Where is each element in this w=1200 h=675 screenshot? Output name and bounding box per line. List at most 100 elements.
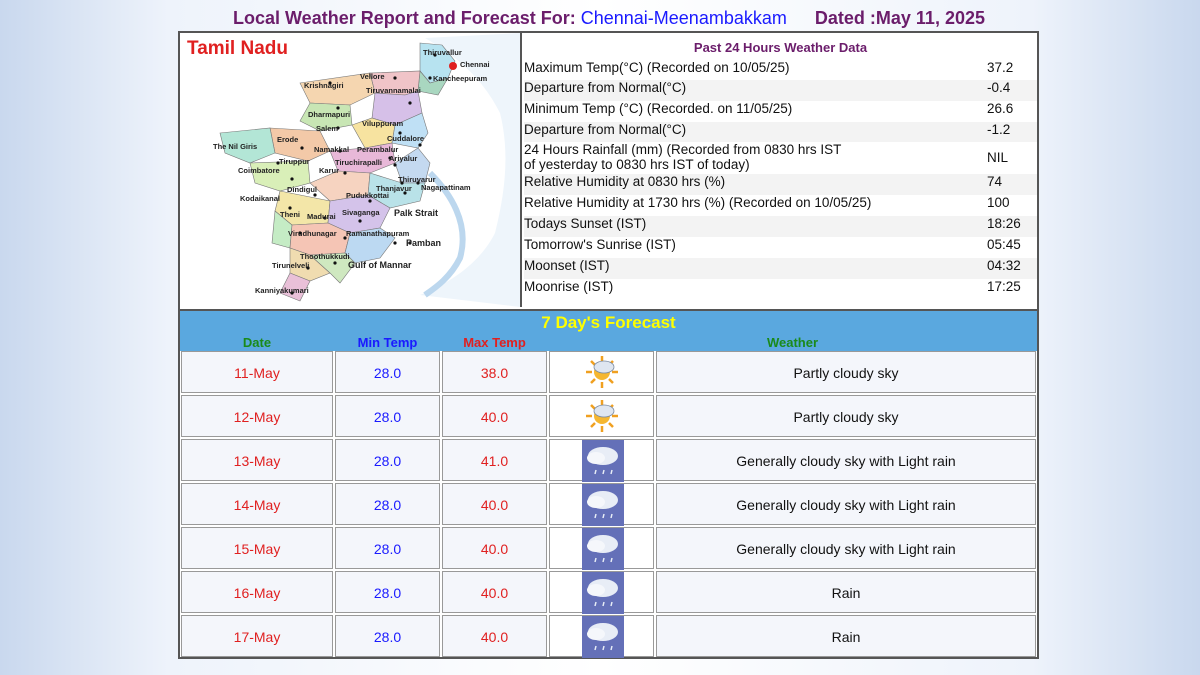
district-label: Kanniyakumari bbox=[255, 286, 309, 295]
district-label: Tiruvannamalai bbox=[366, 86, 421, 95]
forecast-weather: Partly cloudy sky bbox=[656, 395, 1036, 437]
forecast-row: 17-May 28.0 40.0 Rain bbox=[180, 615, 1037, 659]
forecast-row: 12-May 28.0 40.0 Partly cloudy sky bbox=[180, 395, 1037, 439]
district-label: Tiruppur bbox=[279, 157, 310, 166]
report-date: Dated :May 11, 2025 bbox=[814, 8, 985, 28]
forecast-weather: Generally cloudy sky with Light rain bbox=[656, 527, 1036, 569]
station-name: Chennai-Meenambakkam bbox=[580, 8, 787, 28]
district-label: Kancheepuram bbox=[433, 74, 488, 83]
district-label: Cuddalore bbox=[387, 134, 425, 143]
district-label: Erode bbox=[277, 135, 299, 144]
district-label: The Nil Giris bbox=[213, 142, 258, 151]
forecast-max-temp: 41.0 bbox=[442, 439, 547, 481]
forecast-date: 16-May bbox=[181, 571, 333, 613]
forecast-weather: Partly cloudy sky bbox=[656, 351, 1036, 393]
past-24h-panel: Past 24 Hours Weather Data Maximum Temp(… bbox=[524, 33, 1037, 307]
row-label: Relative Humidity at 0830 hrs (%) bbox=[524, 174, 726, 189]
row-value: 74 bbox=[987, 174, 1003, 189]
data-row: Departure from Normal(°C) -0.4 bbox=[524, 80, 1037, 101]
district-label: Salem bbox=[316, 124, 339, 133]
district-label: Nagapattinam bbox=[421, 183, 471, 192]
row-value: 04:32 bbox=[987, 258, 1021, 273]
data-row: Minimum Temp (°C) (Recorded. on 11/05/25… bbox=[524, 101, 1037, 122]
data-row: Moonrise (IST) 17:25 bbox=[524, 279, 1037, 300]
row-value: 05:45 bbox=[987, 237, 1021, 252]
forecast-header-row: Date Min Temp Max Temp Weather bbox=[180, 334, 1037, 351]
col-weather: Weather bbox=[766, 335, 819, 350]
district-label: Thoothukkudi bbox=[300, 252, 350, 261]
forecast-weather: Generally cloudy sky with Light rain bbox=[656, 483, 1036, 525]
data-row: Moonset (IST) 04:32 bbox=[524, 258, 1037, 279]
data-row: 24 Hours Rainfall (mm) (Recorded from 08… bbox=[524, 142, 1037, 174]
forecast-row: 13-May 28.0 41.0 Generally cloudy sky wi… bbox=[180, 439, 1037, 483]
col-date: Date bbox=[242, 335, 272, 350]
cloud-rain-icon bbox=[582, 572, 624, 614]
forecast-date: 12-May bbox=[181, 395, 333, 437]
district-label: Krishnagiri bbox=[304, 81, 344, 90]
forecast-max-temp: 40.0 bbox=[442, 483, 547, 525]
district-label: Coimbatore bbox=[238, 166, 280, 175]
district-label: Thanjavur bbox=[376, 184, 412, 193]
data-row: Maximum Temp(°C) (Recorded on 10/05/25) … bbox=[524, 60, 1037, 80]
row-value: -0.4 bbox=[987, 80, 1011, 95]
row-label: Minimum Temp (°C) (Recorded. on 11/05/25… bbox=[524, 101, 793, 116]
district-label: Tiruchirapalli bbox=[335, 158, 382, 167]
forecast-row: 15-May 28.0 40.0 Generally cloudy sky wi… bbox=[180, 527, 1037, 571]
forecast-date: 11-May bbox=[181, 351, 333, 393]
forecast-min-temp: 28.0 bbox=[335, 439, 440, 481]
district-label: Dharmapuri bbox=[308, 110, 351, 119]
district-label: Kodaikanal bbox=[240, 194, 281, 203]
forecast-weather: Rain bbox=[656, 571, 1036, 613]
district-label: Madurai bbox=[307, 212, 336, 221]
forecast-weather: Generally cloudy sky with Light rain bbox=[656, 439, 1036, 481]
data-row: Todays Sunset (IST) 18:26 bbox=[524, 216, 1037, 237]
row-value: NIL bbox=[987, 150, 1009, 165]
forecast-min-temp: 28.0 bbox=[335, 615, 440, 657]
map-title: Tamil Nadu bbox=[187, 38, 288, 59]
forecast-max-temp: 40.0 bbox=[442, 571, 547, 613]
sea-label: Gulf of Mannar bbox=[348, 260, 412, 270]
forecast-row: 11-May 28.0 38.0 Partly cloudy sky bbox=[180, 351, 1037, 395]
state-map-graphic bbox=[219, 33, 520, 307]
district-label: Perambalur bbox=[357, 145, 399, 154]
row-label: Moonrise (IST) bbox=[524, 279, 614, 294]
forecast-row: 14-May 28.0 40.0 Generally cloudy sky wi… bbox=[180, 483, 1037, 527]
forecast-date: 14-May bbox=[181, 483, 333, 525]
row-value: 18:26 bbox=[987, 216, 1021, 231]
title-prefix: Local Weather Report and Forecast For: bbox=[233, 8, 576, 28]
data-row: Relative Humidity at 1730 hrs (%) (Recor… bbox=[524, 195, 1037, 216]
cloud-rain-icon bbox=[582, 484, 624, 526]
district-label: Thiruvallur bbox=[423, 48, 462, 57]
partly-cloudy-icon bbox=[586, 400, 618, 432]
forecast-min-temp: 28.0 bbox=[335, 351, 440, 393]
district-label: Pudukkottai bbox=[346, 191, 389, 200]
cloud-rain-icon bbox=[582, 440, 624, 482]
forecast-min-temp: 28.0 bbox=[335, 395, 440, 437]
district-label: Ramanathapuram bbox=[346, 229, 410, 238]
partly-cloudy-icon bbox=[586, 356, 618, 388]
col-min-temp: Min Temp bbox=[357, 335, 418, 350]
forecast-max-temp: 38.0 bbox=[442, 351, 547, 393]
forecast-min-temp: 28.0 bbox=[335, 527, 440, 569]
data-row: Tomorrow's Sunrise (IST) 05:45 bbox=[524, 237, 1037, 258]
cloud-rain-icon bbox=[582, 616, 624, 658]
district-label: Sivaganga bbox=[342, 208, 380, 217]
cloud-rain-icon bbox=[582, 528, 624, 570]
tamil-nadu-map: Tamil Nadu Thiruvallur Chennai Kancheepu… bbox=[180, 33, 522, 307]
district-label: Vellore bbox=[360, 72, 385, 81]
forecast-title: 7 Day's Forecast bbox=[180, 309, 1037, 336]
sea-label: Pamban bbox=[406, 238, 442, 248]
past-24h-heading: Past 24 Hours Weather Data bbox=[693, 40, 868, 55]
forecast-row: 16-May 28.0 40.0 Rain bbox=[180, 571, 1037, 615]
forecast-max-temp: 40.0 bbox=[442, 395, 547, 437]
forecast-weather: Rain bbox=[656, 615, 1036, 657]
col-max-temp: Max Temp bbox=[463, 335, 526, 350]
forecast-date: 13-May bbox=[181, 439, 333, 481]
forecast-min-temp: 28.0 bbox=[335, 483, 440, 525]
row-label: Departure from Normal(°C) bbox=[524, 80, 687, 95]
row-label: Moonset (IST) bbox=[524, 258, 610, 273]
district-label: Tirunelveli bbox=[272, 261, 310, 270]
row-label: Maximum Temp(°C) (Recorded on 10/05/25) bbox=[524, 60, 790, 75]
sea-label: Palk Strait bbox=[394, 208, 439, 218]
row-label: Tomorrow's Sunrise (IST) bbox=[524, 237, 676, 252]
